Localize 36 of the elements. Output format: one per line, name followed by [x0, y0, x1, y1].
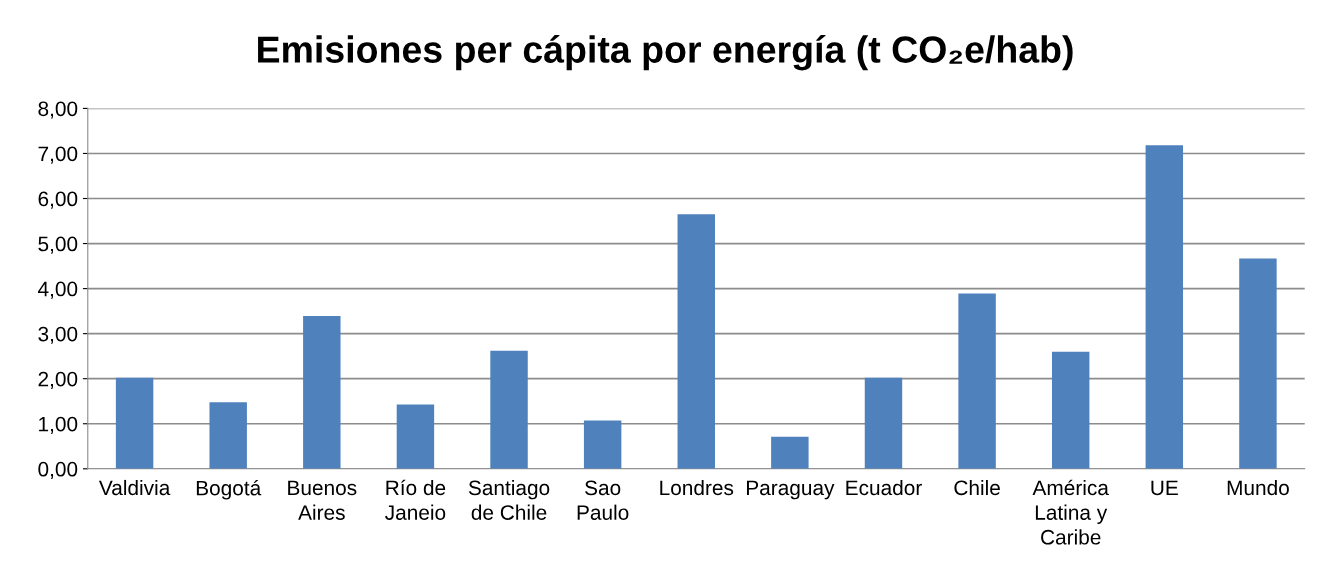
y-tick-label: 0,00 — [38, 461, 78, 480]
x-tick-label: Valdivia — [98, 479, 171, 496]
bar — [490, 350, 528, 469]
x-tick-label: Bogotá — [196, 479, 262, 500]
x-tick-label: Santiago de Chile — [468, 479, 550, 520]
bar — [583, 420, 622, 469]
x-tick-label: Mundo — [1227, 479, 1289, 496]
bar — [209, 402, 247, 469]
x-tick-label: Londres — [660, 479, 734, 496]
x-tick-label: Sao Paulo — [577, 480, 629, 520]
x-tick-label: Ecuador — [846, 479, 922, 496]
y-tick-label: 5,00 — [38, 236, 78, 254]
bar — [958, 293, 996, 469]
y-tick-label: 4,00 — [37, 281, 78, 299]
x-tick-label: Río de Janeio — [385, 479, 446, 520]
bar — [1051, 351, 1090, 469]
bar — [115, 377, 154, 469]
y-tick-label: 1,00 — [39, 416, 78, 434]
x-tick-label: UE — [1151, 480, 1178, 496]
bar — [1239, 258, 1277, 469]
bar — [1145, 145, 1184, 469]
x-tick-label: Paraguay — [746, 480, 835, 500]
bar — [771, 436, 809, 469]
y-tick-label: 2,00 — [38, 371, 78, 389]
bar — [303, 316, 341, 469]
chart-title: Emisiones per cápita por energía (t CO₂e/hab) — [258, 35, 1073, 71]
x-tick-label: Buenos Aires — [288, 480, 357, 520]
y-tick-label: 8,00 — [38, 101, 78, 119]
y-tick-label: 3,00 — [38, 326, 78, 344]
x-tick-label: Chile — [954, 479, 1000, 496]
bar — [864, 377, 903, 469]
x-tick-label: América Latina y Caribe — [1032, 479, 1109, 545]
y-tick-label: 6,00 — [38, 191, 78, 209]
bar — [677, 214, 715, 469]
bar — [396, 404, 435, 469]
y-tick-label: 7,00 — [38, 146, 78, 164]
